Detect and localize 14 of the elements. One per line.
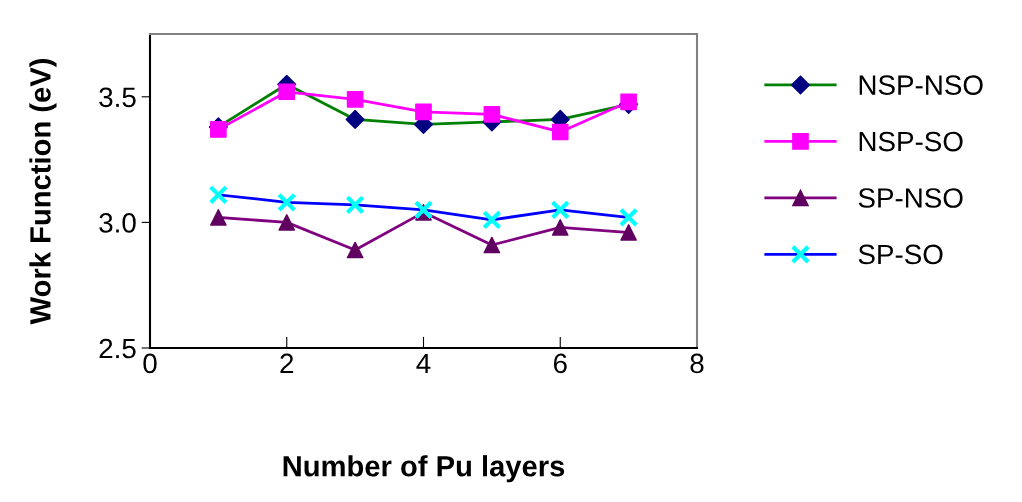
x-tick-label: 6 (553, 353, 567, 374)
legend-label: NSP-SO (859, 131, 963, 152)
legend-label: NSP-NSO (859, 75, 983, 95)
x-tick-label: 2 (280, 353, 294, 373)
y-tick-label: 2.5 (99, 338, 136, 359)
legend-label: SP-SO (858, 244, 943, 265)
x-axis-title: Number of Pu layers (283, 455, 565, 483)
x-tick-label: 4 (416, 353, 431, 373)
y-axis-title: Work Function (eV) (29, 59, 57, 325)
y-tick-label: 3.5 (99, 87, 136, 108)
x-tick-label: 0 (143, 353, 157, 374)
y-tick-label: 3.0 (99, 213, 136, 233)
x-tick-label: 8 (690, 353, 704, 374)
legend-label: SP-NSO (858, 188, 963, 208)
